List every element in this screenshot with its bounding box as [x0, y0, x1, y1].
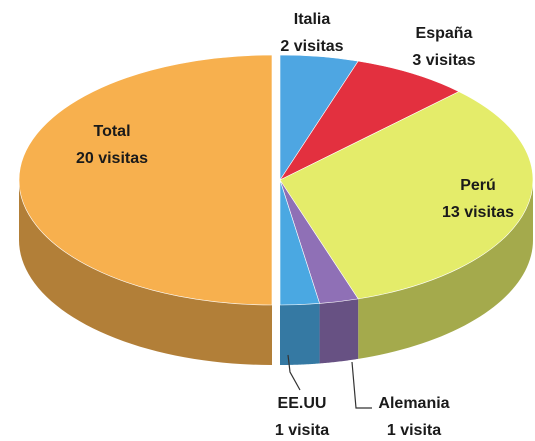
- value-label: 1 visita: [275, 422, 329, 439]
- slice: [279, 179, 320, 306]
- slice-side: [19, 180, 272, 365]
- pie-tops: [18, 54, 534, 306]
- value-label: 2 visitas: [280, 38, 343, 55]
- slice-label: Perú: [460, 177, 496, 194]
- leader-line: [351, 361, 372, 409]
- leader-line: [287, 354, 301, 391]
- labels: Total 20 visitas Italia 2 visitas España 3 vi…: [76, 11, 514, 439]
- pie-sides: [19, 180, 533, 365]
- slice: [18, 54, 273, 306]
- value-label: 1 visita: [387, 422, 441, 439]
- slice-label: España: [416, 25, 473, 42]
- value-label: 3 visitas: [412, 52, 475, 69]
- slice-label: Italia: [294, 11, 331, 28]
- slice-label: Total: [93, 123, 130, 140]
- slice-side: [319, 298, 359, 364]
- slice-side: [358, 180, 533, 359]
- value-label: 20 visitas: [76, 150, 148, 167]
- slice: [279, 60, 460, 181]
- slice-label: Alemania: [378, 395, 449, 412]
- slice: [279, 91, 534, 300]
- value-label: 13 visitas: [442, 204, 514, 221]
- slice-label: EE.UU: [278, 395, 327, 412]
- slice-side: [280, 303, 320, 365]
